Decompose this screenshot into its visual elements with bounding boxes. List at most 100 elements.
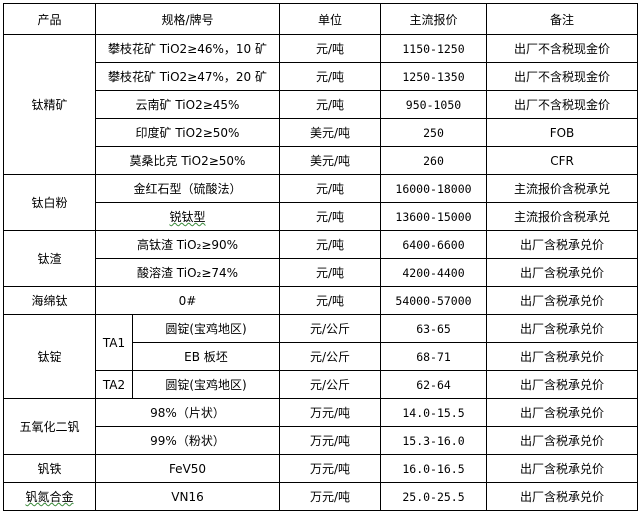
table-row: 莫桑比克 TiO2≥50% 美元/吨 260 CFR	[4, 146, 638, 175]
table-row: 钛精矿 攀枝花矿 TiO2≥46%，10 矿元/吨 1150-1250 出厂不含税现金…	[3, 34, 638, 175]
table-row: EB 板坯 元/公斤 68-71 出厂含税承兑价	[4, 342, 638, 371]
note-cell: 出厂含税承兑价	[486, 454, 638, 483]
note-cell: 出厂不含税现金价	[486, 62, 638, 91]
note-cell: CFR	[486, 146, 638, 175]
table-row: 钛锭 TA1 圆锭(宝鸡地区) 元/公斤 63-65 出厂含税承兑价	[3, 314, 638, 399]
price-cell: 950-1050	[380, 90, 487, 119]
price-cell: 6400-6600	[380, 230, 487, 259]
unit-cell: 元/吨	[279, 286, 381, 315]
spec-cell: 99%（粉状）	[95, 426, 280, 455]
unit-cell: 元/吨	[279, 34, 381, 63]
unit-cell: 元/吨	[279, 202, 381, 231]
note-cell: 出厂含税承兑价	[486, 426, 638, 455]
price-cell: 68-71	[380, 342, 487, 371]
unit-cell: 元/吨	[279, 62, 381, 91]
spec-cell: 云南矿 TiO2≥45%	[95, 90, 280, 119]
note-cell: 出厂含税承兑价	[486, 370, 638, 399]
note-cell: 出厂含税承兑价	[486, 286, 638, 315]
spec-cell: 0#	[95, 286, 280, 315]
spec-cell: 锐钛型	[95, 202, 280, 231]
spec-cell: 攀枝花矿 TiO2≥47%，20 矿	[95, 62, 280, 91]
product-cell: 五氧化二钒	[3, 398, 96, 455]
table-row: 99%（粉状） 万元/吨 15.3-16.0 出厂含税承兑价	[4, 426, 638, 455]
note-cell: 主流报价含税承兑	[486, 202, 638, 231]
product-cell: 钒铁	[3, 454, 96, 483]
price-cell: 54000-57000	[380, 286, 487, 315]
unit-cell: 美元/吨	[279, 146, 381, 175]
table-row: 云南矿 TiO2≥45% 元/吨 950-1050 出厂不含税现金价	[4, 90, 638, 119]
price-table: 产品 规格/牌号 单位 主流报价 备注 钛精矿 攀枝花矿 TiO2≥46%，10 …	[3, 3, 638, 511]
price-cell: 63-65	[380, 314, 487, 343]
spec-cell: 高钛渣 TiO₂≥90%	[95, 230, 280, 259]
price-cell: 1150-1250	[380, 34, 487, 63]
product-cell: 钛精矿	[3, 34, 96, 175]
note-cell: 出厂含税承兑价	[486, 342, 638, 371]
table-row: 钛白粉 金红石型（硫酸法） 元/吨 16000-18000 主流报价含税承兑	[3, 174, 638, 231]
grade-cell: TA1	[95, 314, 133, 371]
note-cell: 主流报价含税承兑	[486, 174, 638, 203]
product-cell: 钒氮合金	[3, 482, 96, 511]
note-cell: 出厂含税承兑价	[486, 482, 638, 511]
price-cell: 62-64	[380, 370, 487, 399]
unit-cell: 元/公斤	[279, 342, 381, 371]
grade-cell: TA2	[95, 370, 133, 399]
spec-cell: FeV50	[95, 454, 280, 483]
note-cell: FOB	[486, 118, 638, 147]
header-note: 备注	[486, 3, 638, 35]
unit-cell: 万元/吨	[279, 454, 381, 483]
price-cell: 14.0-15.5	[380, 398, 487, 427]
header-unit: 单位	[279, 3, 381, 35]
header-product: 产品	[3, 3, 96, 35]
table-row: 钒氮合金 VN16 万元/吨 25.0-25.5 出厂含税承兑价	[3, 482, 638, 511]
price-cell: 260	[380, 146, 487, 175]
unit-cell: 万元/吨	[279, 398, 381, 427]
product-cell: 钛渣	[3, 230, 96, 287]
unit-cell: 元/吨	[279, 230, 381, 259]
table-row: 印度矿 TiO2≥50% 美元/吨 250 FOB	[4, 118, 638, 147]
table-row: 酸溶渣 TiO₂≥74% 元/吨 4200-4400 出厂含税承兑价	[4, 258, 638, 287]
header-row: 产品 规格/牌号 单位 主流报价 备注	[3, 3, 638, 35]
spec-cell: 攀枝花矿 TiO2≥46%，10 矿	[95, 34, 280, 63]
unit-cell: 元/吨	[279, 258, 381, 287]
unit-cell: 万元/吨	[279, 482, 381, 511]
note-cell: 出厂含税承兑价	[486, 258, 638, 287]
spec-cell: 98%（片状）	[95, 398, 280, 427]
price-cell: 15.3-16.0	[380, 426, 487, 455]
spec-cell: EB 板坯	[132, 342, 280, 371]
unit-cell: 元/公斤	[279, 370, 381, 399]
spec-cell: 金红石型（硫酸法）	[95, 174, 280, 203]
spec-cell: 酸溶渣 TiO₂≥74%	[95, 258, 280, 287]
note-cell: 出厂不含税现金价	[486, 34, 638, 63]
note-cell: 出厂含税承兑价	[486, 314, 638, 343]
unit-cell: 元/公斤	[279, 314, 381, 343]
table-row: 钒铁 FeV50 万元/吨 16.0-16.5 出厂含税承兑价	[3, 454, 638, 483]
header-spec: 规格/牌号	[95, 3, 280, 35]
spec-cell: 莫桑比克 TiO2≥50%	[95, 146, 280, 175]
price-cell: 16.0-16.5	[380, 454, 487, 483]
product-cell: 海绵钛	[3, 286, 96, 315]
spec-cell: 圆锭(宝鸡地区)	[132, 370, 280, 399]
header-price: 主流报价	[380, 3, 487, 35]
unit-cell: 元/吨	[279, 174, 381, 203]
product-cell: 钛白粉	[3, 174, 96, 231]
unit-cell: 美元/吨	[279, 118, 381, 147]
price-cell: 1250-1350	[380, 62, 487, 91]
note-cell: 出厂含税承兑价	[486, 230, 638, 259]
price-cell: 16000-18000	[380, 174, 487, 203]
price-cell: 4200-4400	[380, 258, 487, 287]
table-row: 钛渣 高钛渣 TiO₂≥90% 元/吨 6400-6600 出厂含税承兑价	[3, 230, 638, 287]
table-row: 攀枝花矿 TiO2≥47%，20 矿元/吨 1250-1350 出厂不含税现金价	[4, 62, 638, 91]
price-cell: 250	[380, 118, 487, 147]
unit-cell: 万元/吨	[279, 426, 381, 455]
table-row: 锐钛型 元/吨 13600-15000 主流报价含税承兑	[4, 202, 638, 231]
price-cell: 13600-15000	[380, 202, 487, 231]
table-row: 海绵钛 0# 元/吨 54000-57000 出厂含税承兑价	[3, 286, 638, 315]
spec-cell: 印度矿 TiO2≥50%	[95, 118, 280, 147]
spec-cell: 圆锭(宝鸡地区)	[132, 314, 280, 343]
note-cell: 出厂含税承兑价	[486, 398, 638, 427]
product-cell: 钛锭	[3, 314, 96, 399]
note-cell: 出厂不含税现金价	[486, 90, 638, 119]
table-row: 五氧化二钒 98%（片状） 万元/吨 14.0-15.5 出厂含税承兑价	[3, 398, 638, 455]
spec-cell: VN16	[95, 482, 280, 511]
table-row: TA2 圆锭(宝鸡地区) 元/公斤 62-64 出厂含税承兑价	[4, 370, 638, 399]
